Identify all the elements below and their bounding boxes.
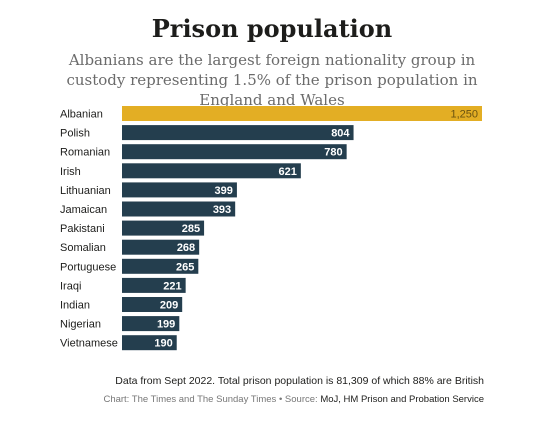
category-label: Indian xyxy=(60,300,90,312)
category-label: Polish xyxy=(60,128,90,140)
bar-polish xyxy=(122,125,354,141)
category-label: Vietnamese xyxy=(60,338,118,350)
chart-footnote: Data from Sept 2022. Total prison popula… xyxy=(115,375,484,387)
bar-nigerian xyxy=(122,316,180,332)
bar-portuguese xyxy=(122,258,199,274)
chart-source: Chart: The Times and The Sunday Times • … xyxy=(103,394,484,405)
chart-subtitle: Albanians are the largest foreign nation… xyxy=(66,51,478,109)
bar-vietnamese xyxy=(122,335,177,351)
bar-lithuanian xyxy=(122,182,237,198)
source-label: Source: xyxy=(284,394,321,405)
bar-romanian xyxy=(122,144,347,160)
value-label: 268 xyxy=(177,242,195,254)
category-label: Pakistani xyxy=(60,223,105,235)
value-label: 221 xyxy=(163,280,181,292)
category-label: Romanian xyxy=(60,147,110,159)
chart-title: Prison population xyxy=(151,14,393,43)
category-label: Lithuanian xyxy=(60,185,111,197)
bar-pakistani xyxy=(122,220,205,236)
value-label: 393 xyxy=(213,204,231,216)
value-label: 285 xyxy=(182,223,200,235)
category-label: Irish xyxy=(60,166,81,178)
category-label: Albanian xyxy=(60,109,103,121)
value-label: 399 xyxy=(215,185,233,197)
category-label: Iraqi xyxy=(60,280,81,292)
source-text: MoJ, HM Prison and Probation Service xyxy=(320,394,484,405)
bar-irish xyxy=(122,163,301,179)
category-label: Somalian xyxy=(60,242,106,254)
category-label: Nigerian xyxy=(60,319,101,331)
bar-albanian xyxy=(122,106,482,121)
credit-separator: • xyxy=(276,394,285,405)
value-label: 209 xyxy=(160,300,178,312)
value-label: 804 xyxy=(331,128,350,140)
bar-somalian xyxy=(122,239,200,255)
value-label: 780 xyxy=(324,147,342,159)
category-label: Jamaican xyxy=(60,204,107,216)
chart-credit: Chart: The Times and The Sunday Times xyxy=(103,394,277,405)
bar-indian xyxy=(122,297,183,312)
value-label: 1,250 xyxy=(450,109,478,121)
bar-jamaican xyxy=(122,201,236,217)
value-label: 621 xyxy=(278,166,296,178)
value-label: 190 xyxy=(154,338,172,350)
bar-iraqi xyxy=(122,277,186,293)
category-label: Portuguese xyxy=(60,261,116,273)
value-label: 265 xyxy=(176,261,194,273)
value-label: 199 xyxy=(157,319,175,331)
